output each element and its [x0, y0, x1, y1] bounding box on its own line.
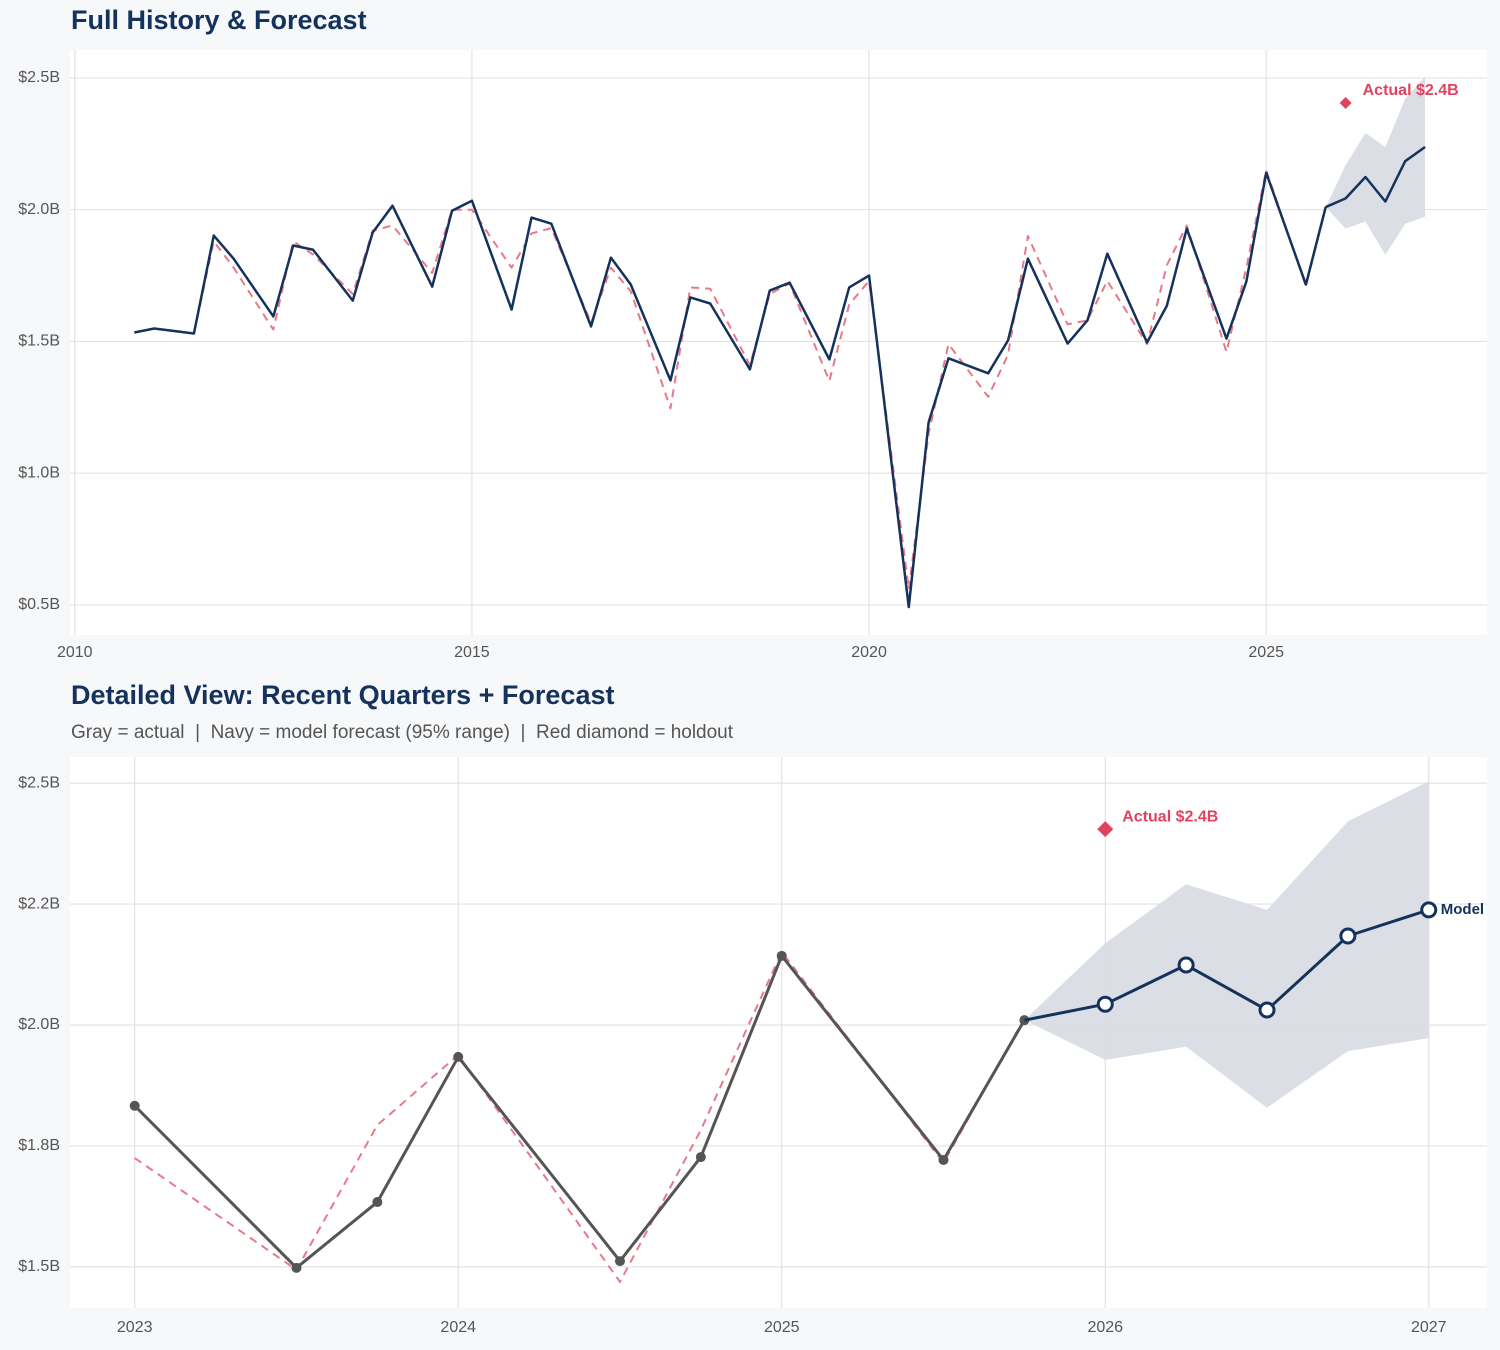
- value-label: Actual $2.4B: [1363, 82, 1459, 99]
- y-tick-label: $2.2B: [18, 895, 60, 912]
- x-tick-label: 2010: [57, 644, 93, 661]
- y-tick-label: $1.5B: [18, 1258, 60, 1275]
- y-tick-label: $1.0B: [18, 464, 60, 481]
- x-tick-label: 2020: [851, 644, 887, 661]
- point: [1096, 995, 1114, 1013]
- series-end-label: Model: [1441, 901, 1484, 918]
- plot-area: [70, 50, 1487, 635]
- point: [372, 1197, 383, 1208]
- y-tick-label: $2.5B: [18, 774, 60, 791]
- series-line: [1325, 145, 1426, 209]
- holdout-point: [1097, 821, 1114, 838]
- point: [1420, 901, 1438, 919]
- point: [938, 1154, 949, 1165]
- point: [614, 1256, 625, 1267]
- x-tick-label: 2023: [117, 1319, 153, 1336]
- y-tick-label: $1.8B: [18, 1137, 60, 1154]
- chart-title: Detailed View: Recent Quarters + Forecas…: [71, 680, 614, 710]
- x-tick-label: 2027: [1411, 1319, 1447, 1336]
- confidence-band: [1024, 781, 1429, 1108]
- point: [776, 950, 787, 961]
- series-line: [1024, 908, 1430, 1022]
- series-line: [134, 171, 1327, 609]
- point: [453, 1051, 464, 1062]
- x-tick-label: 2015: [454, 644, 490, 661]
- x-tick-label: 2024: [440, 1319, 476, 1336]
- chart-subtitle: Gray = actual | Navy = model forecast (9…: [71, 722, 734, 743]
- point: [291, 1262, 302, 1273]
- x-tick-label: 2025: [1248, 644, 1284, 661]
- y-tick-label: $2.0B: [18, 201, 60, 218]
- y-tick-label: $1.5B: [18, 333, 60, 350]
- y-tick-label: $0.5B: [18, 596, 60, 613]
- value-label: Actual $2.4B: [1122, 808, 1218, 825]
- chart-title: Full History & Forecast: [71, 5, 367, 35]
- y-tick-label: $2.0B: [18, 1016, 60, 1033]
- holdout-point: [1339, 96, 1352, 109]
- point: [1258, 1001, 1276, 1019]
- confidence-band: [1325, 76, 1426, 255]
- point: [695, 1152, 706, 1163]
- y-tick-label: $2.5B: [18, 69, 60, 86]
- point: [1339, 927, 1357, 945]
- point: [1177, 956, 1195, 974]
- point: [129, 1100, 140, 1111]
- x-tick-label: 2025: [764, 1319, 800, 1336]
- x-tick-label: 2026: [1087, 1319, 1123, 1336]
